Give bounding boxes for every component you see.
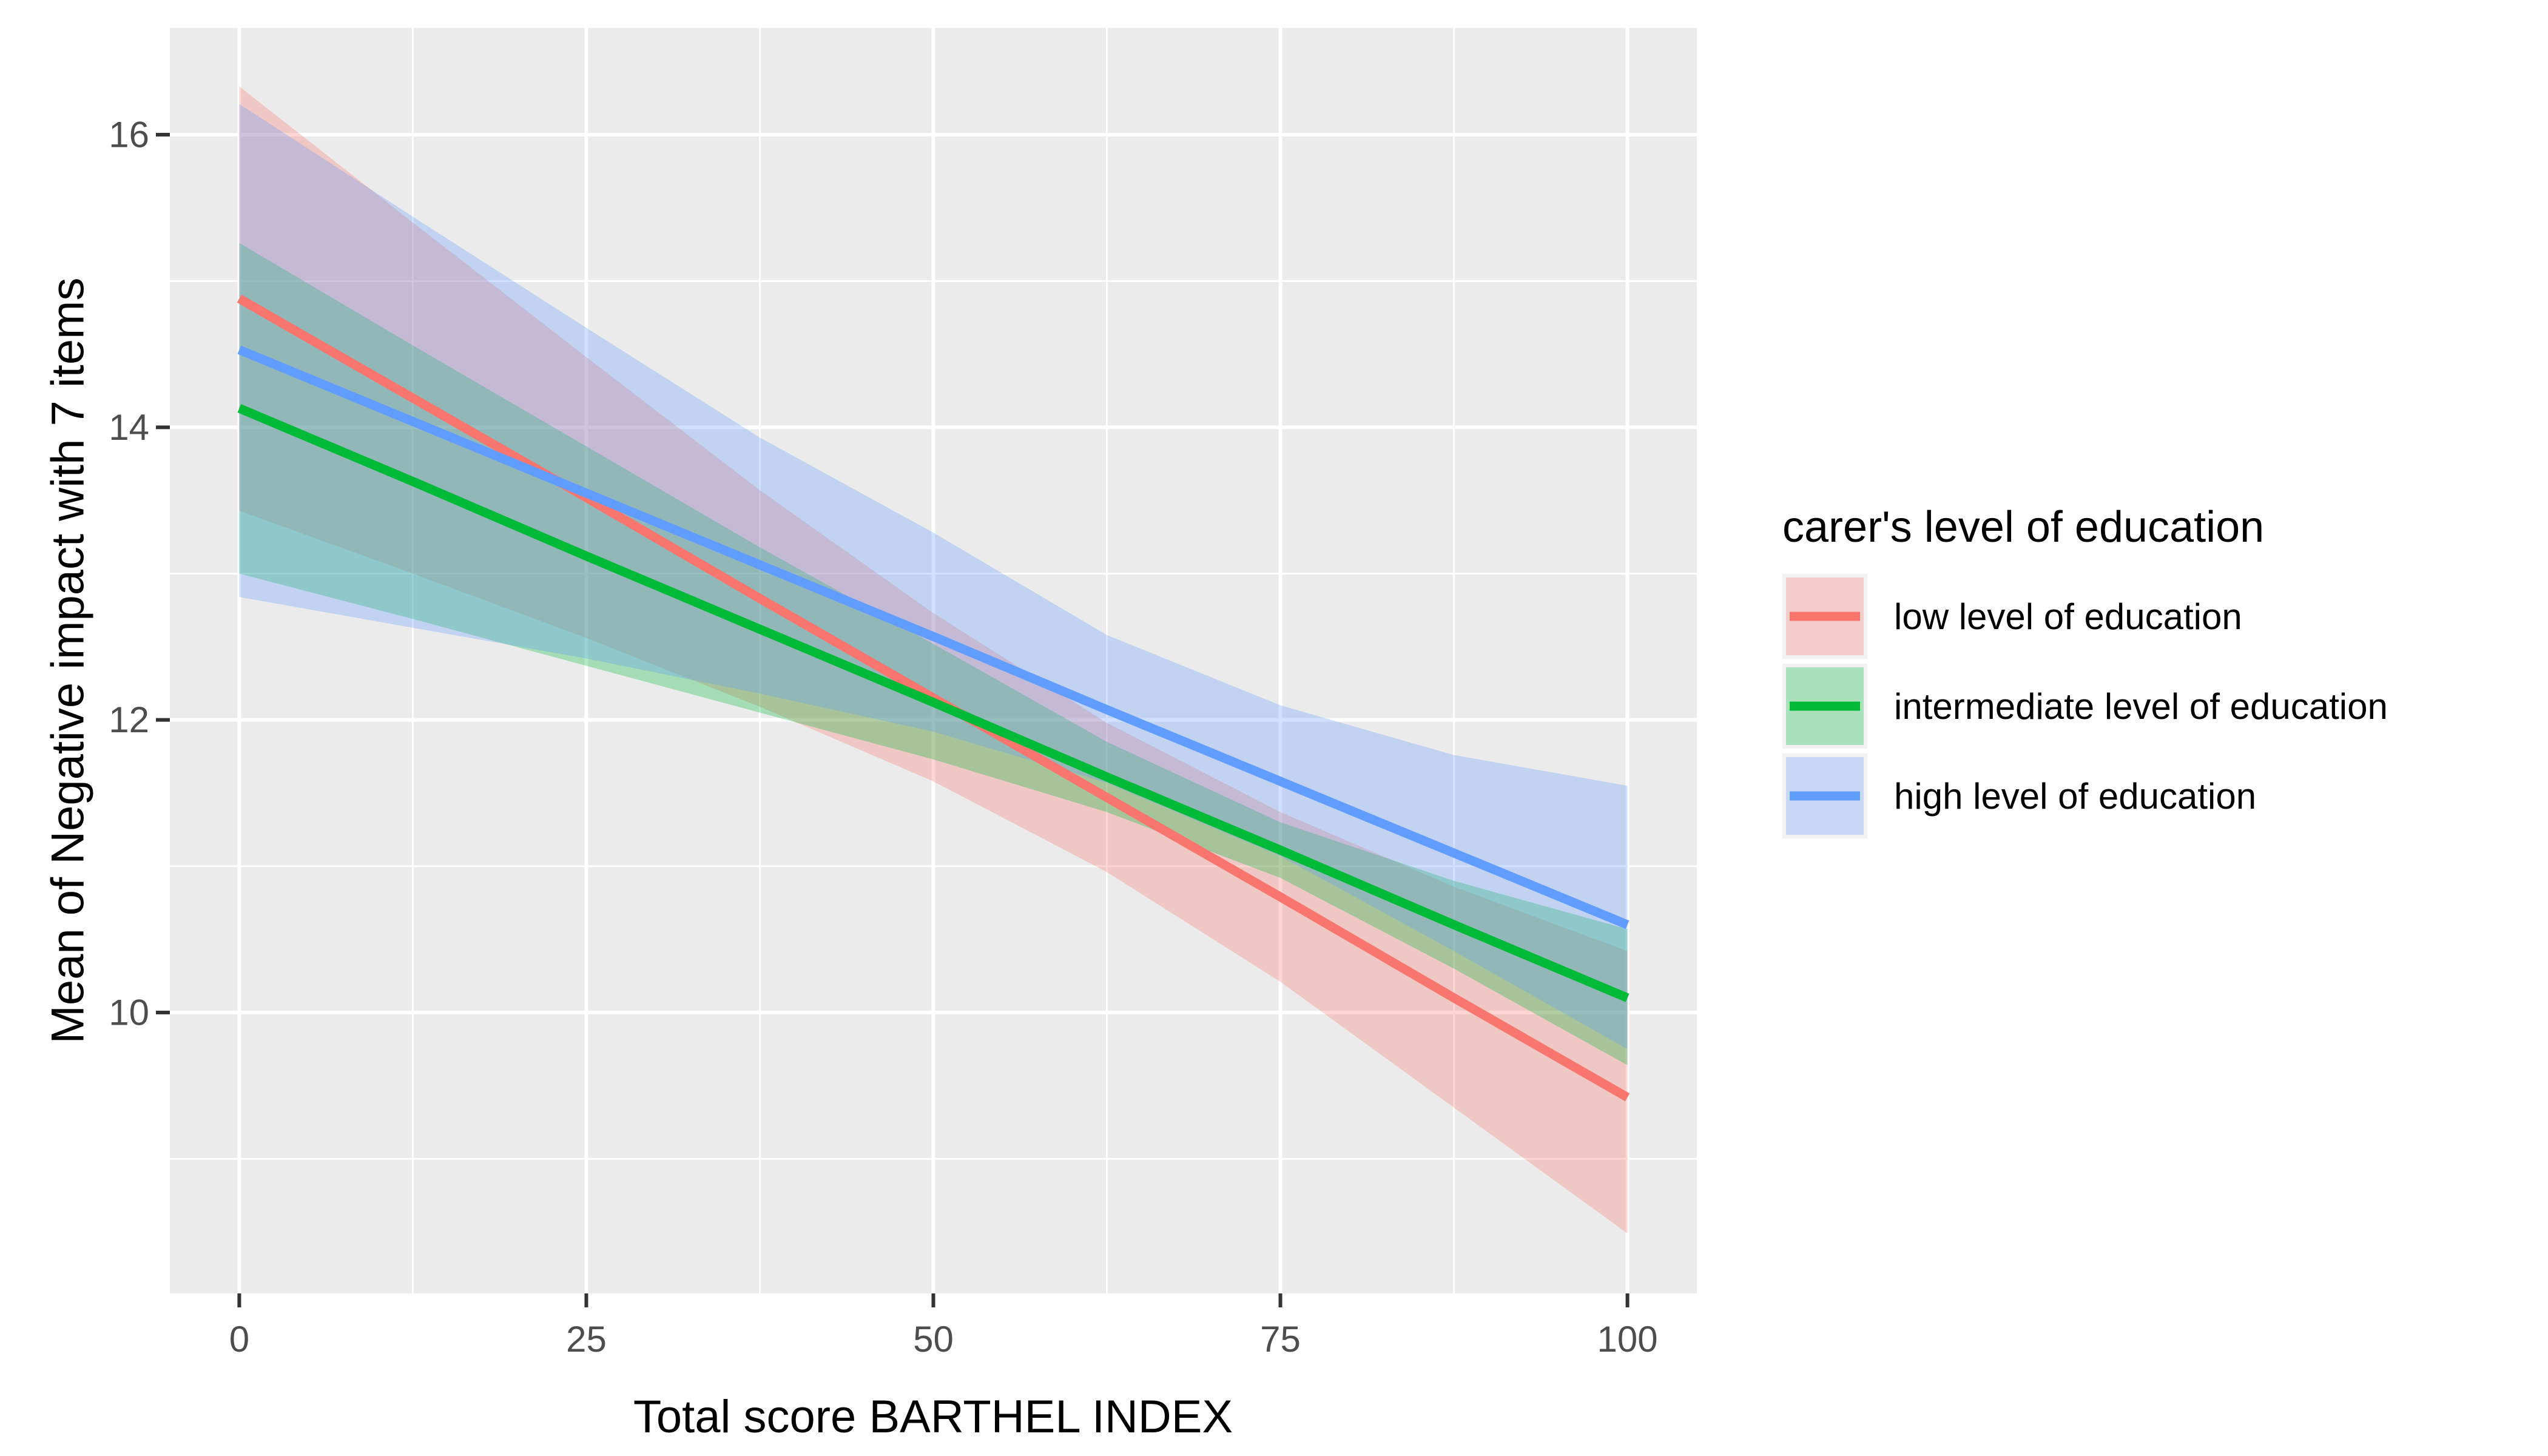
y-tick-label: 16 <box>109 115 149 155</box>
y-tick-label: 12 <box>109 699 149 740</box>
legend-key-ribbon-fill <box>1786 578 1864 655</box>
x-tick-label: 100 <box>1597 1319 1658 1360</box>
legend-key-swatch <box>1782 574 1867 659</box>
legend-key-ribbon-fill <box>1786 667 1864 745</box>
legend-key-swatch <box>1782 753 1867 838</box>
x-axis-title: Total score BARTHEL INDEX <box>633 1391 1233 1443</box>
x-tick-label: 25 <box>566 1319 607 1360</box>
legend-key-line-icon <box>1790 791 1860 801</box>
ci-ribbon <box>239 86 1628 1234</box>
x-tick-label: 50 <box>913 1319 954 1360</box>
legend-title: carer's level of education <box>1782 503 2265 551</box>
legend-item-label: high level of education <box>1894 775 2257 817</box>
y-axis-title: Mean of Negative impact with 7 items <box>42 277 94 1044</box>
x-tick-label: 0 <box>229 1319 249 1360</box>
y-tick-label: 10 <box>109 992 149 1033</box>
legend-key-ribbon-fill <box>1786 757 1864 835</box>
legend-item-label: intermediate level of education <box>1894 686 2388 727</box>
legend-item: intermediate level of education <box>1782 664 2388 749</box>
legend-item-label: low level of education <box>1894 596 2242 637</box>
x-tick-label: 75 <box>1260 1319 1301 1360</box>
legend-key-line-icon <box>1790 701 1860 711</box>
regression-lines <box>237 294 1630 1102</box>
legend-item: high level of education <box>1782 753 2388 838</box>
legend: carer's level of education low level of … <box>1782 502 2388 843</box>
axis-tick-marks <box>156 133 1630 1307</box>
legend-items: low level of education intermediate leve… <box>1782 574 2388 838</box>
regression-line <box>237 404 1630 1002</box>
legend-key-swatch <box>1782 664 1867 749</box>
ci-ribbon <box>239 243 1628 1065</box>
axis-tick-labels: 0 25 50 75 100 10 12 14 16 <box>109 115 1657 1360</box>
legend-item: low level of education <box>1782 574 2388 659</box>
ci-ribbon <box>239 104 1628 1050</box>
confidence-ribbons <box>239 86 1628 1234</box>
y-tick-label: 14 <box>109 407 149 448</box>
legend-key-line-icon <box>1790 612 1860 621</box>
regression-line <box>237 345 1630 929</box>
